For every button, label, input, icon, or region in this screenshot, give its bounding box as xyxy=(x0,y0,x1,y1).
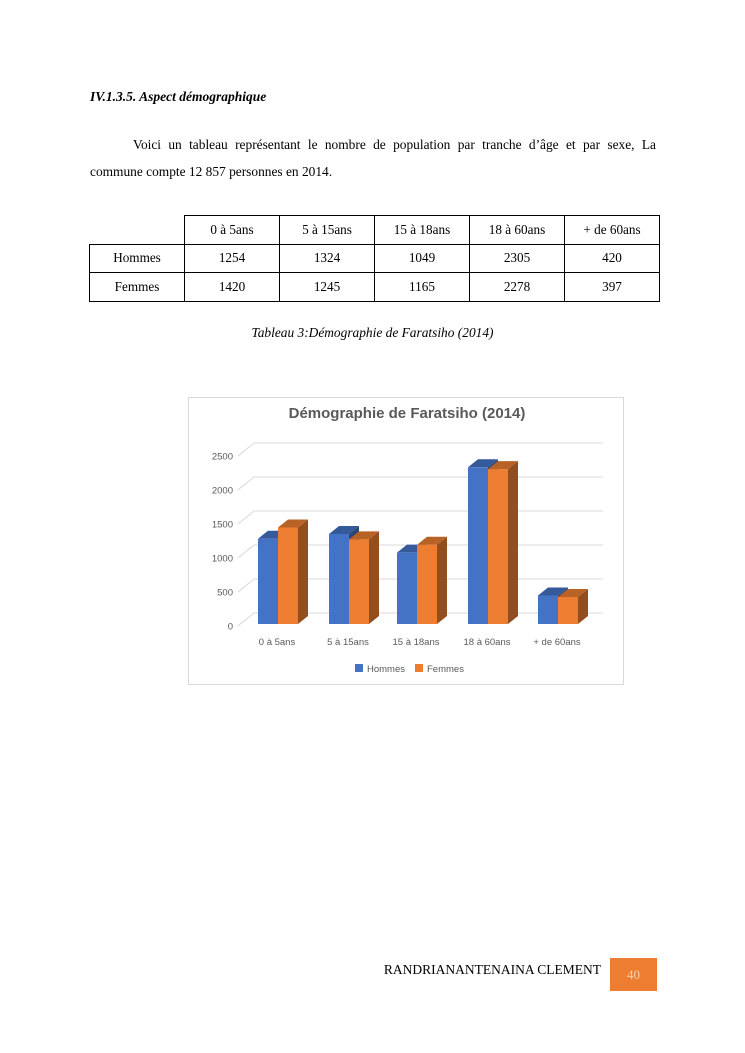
y-tick-label: 1500 xyxy=(212,520,233,531)
table-cell: 1254 xyxy=(184,243,280,273)
bar-hommes-top xyxy=(538,587,568,596)
footer-author: RANDRIANANTENAINA CLEMENT xyxy=(383,962,601,977)
bar-femmes-top xyxy=(278,519,308,528)
table-cell: 1324 xyxy=(279,243,375,273)
gridline xyxy=(237,476,603,491)
paragraph-line-1: Voici un tableau représentant le nombre … xyxy=(133,137,656,152)
table-row-label: Hommes xyxy=(89,243,185,273)
bar-femmes-front xyxy=(558,597,578,624)
table-col-header: 5 à 15ans xyxy=(279,215,375,245)
bar-hommes-front xyxy=(397,552,417,624)
table-cell: 2278 xyxy=(469,272,565,302)
table-col-header: 18 à 60ans xyxy=(469,215,565,245)
demographics-table: 0 à 5ans 5 à 15ans 15 à 18ans 18 à 60ans… xyxy=(89,215,660,302)
bar-femmes-top xyxy=(417,536,447,545)
section-heading: IV.1.3.5. Aspect démographique xyxy=(90,89,267,104)
bar-femmes-front xyxy=(417,544,437,624)
table-caption: Tableau 3:Démographie de Faratsiho (2014… xyxy=(251,325,494,340)
chart-svg: 0 500 1000 1500 2000 2500 0 à 5ans 5 à 15ans 15 … xyxy=(212,405,603,675)
y-tick-label: 0 xyxy=(228,622,233,633)
bar-femmes-side xyxy=(508,461,518,624)
bar-femmes-top xyxy=(349,531,379,540)
chart-title: Démographie de Faratsiho (2014) xyxy=(289,405,526,422)
table-blank-cell xyxy=(90,216,185,245)
table-row: Femmes 1420 1245 1165 2278 397 xyxy=(89,272,660,302)
bar-femmes-top xyxy=(488,461,518,470)
y-tick-label: 1000 xyxy=(212,554,233,565)
gridline xyxy=(237,442,603,457)
table-cell: 1245 xyxy=(279,272,375,302)
table-col-header: + de 60ans xyxy=(564,215,660,245)
bar-femmes-top xyxy=(558,589,588,598)
y-tick-label: 2000 xyxy=(212,486,233,497)
chart-container: 0 500 1000 1500 2000 2500 0 à 5ans 5 à 15ans 15 … xyxy=(188,397,624,685)
table-header-row: 0 à 5ans 5 à 15ans 15 à 18ans 18 à 60ans… xyxy=(90,215,660,245)
x-category-label: 0 à 5ans xyxy=(259,637,296,648)
legend-swatch-hommes xyxy=(355,664,363,672)
y-tick-label: 500 xyxy=(217,588,233,599)
table-cell: 397 xyxy=(564,272,660,302)
x-category-label: 5 à 15ans xyxy=(327,637,369,648)
page-number: 40 xyxy=(627,966,640,982)
bar-hommes-front xyxy=(329,533,349,624)
legend-label-hommes: Hommes xyxy=(367,664,405,675)
bar-femmes-front xyxy=(278,527,298,624)
page-number-box: 40 xyxy=(610,958,657,991)
table-cell: 1165 xyxy=(374,272,470,302)
paragraph-line-2: commune compte 12 857 personnes en 2014. xyxy=(90,164,333,179)
bar-hommes-top xyxy=(329,525,359,534)
bar-femmes-side xyxy=(437,536,447,624)
table-cell: 1049 xyxy=(374,243,470,273)
table-row-label: Femmes xyxy=(89,272,185,302)
table-cell: 2305 xyxy=(469,243,565,273)
y-tick-label: 2500 xyxy=(212,452,233,463)
x-category-label: + de 60ans xyxy=(533,637,581,648)
bar-hommes-front xyxy=(258,538,278,624)
table-col-header: 15 à 18ans xyxy=(374,215,470,245)
bar-femmes-side xyxy=(369,531,379,624)
table-cell: 1420 xyxy=(184,272,280,302)
bar-hommes-front xyxy=(468,467,488,624)
x-category-label: 15 à 18ans xyxy=(392,637,439,648)
table-col-header: 0 à 5ans xyxy=(184,215,280,245)
legend-label-femmes: Femmes xyxy=(427,664,464,675)
bar-hommes-top xyxy=(468,459,498,468)
bar-femmes-side xyxy=(578,589,588,624)
body-paragraph: Voici un tableau représentant le nombre … xyxy=(90,131,656,185)
table-row: Hommes 1254 1324 1049 2305 420 xyxy=(89,243,660,273)
bar-femmes-front xyxy=(488,469,508,624)
bar-femmes-front xyxy=(349,539,369,624)
table-cell: 420 xyxy=(564,243,660,273)
legend-swatch-femmes xyxy=(415,664,423,672)
bar-femmes-side xyxy=(298,519,308,624)
x-category-label: 18 à 60ans xyxy=(463,637,510,648)
bar-hommes-front xyxy=(538,595,558,624)
